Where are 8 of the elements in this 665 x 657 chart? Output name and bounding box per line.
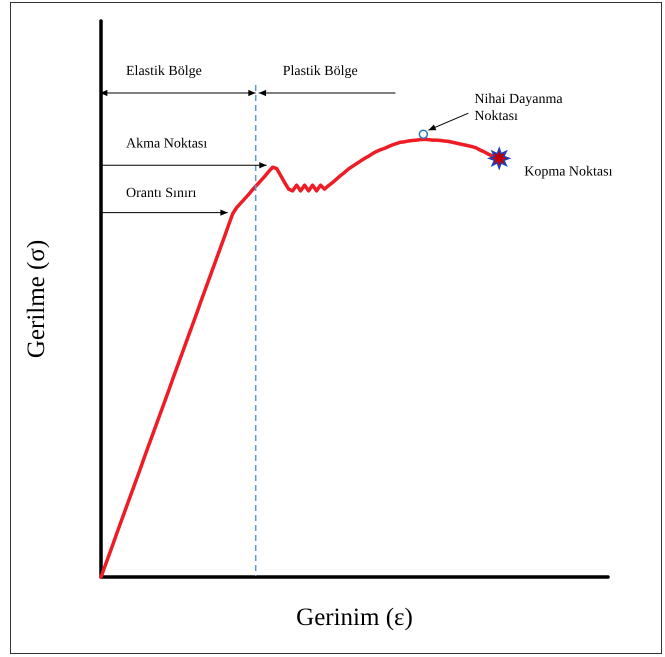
text: Elastik Bölge	[126, 64, 202, 80]
x-axis-title: Gerinim (ε)	[296, 604, 413, 631]
annotation: Orantı Sınırı	[126, 186, 196, 201]
y-axis-title: Gerilme (σ)	[23, 240, 50, 358]
annotation: Akma Noktası	[126, 136, 208, 152]
text: Nihai Dayanma Noktası	[474, 92, 564, 124]
text: Plastik Bölge	[282, 64, 358, 80]
annotation: Kopma Noktası	[524, 164, 613, 180]
